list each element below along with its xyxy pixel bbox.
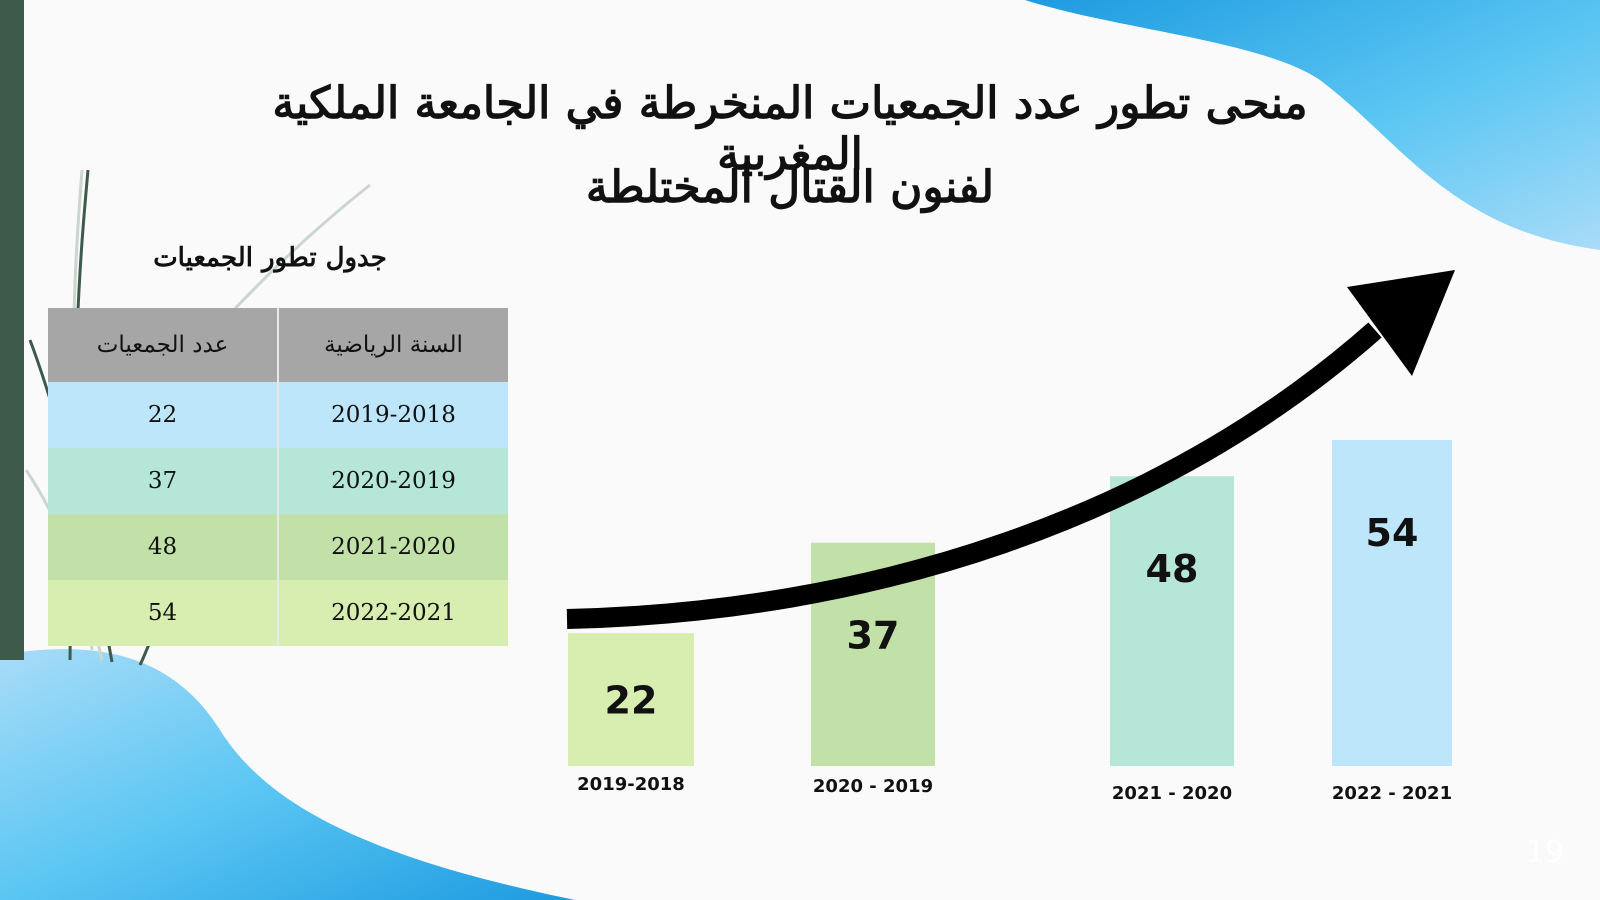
category-label: 2021 - 2020 (1112, 783, 1232, 804)
header-count: عدد الجمعيات (48, 308, 279, 382)
table-row: 2020-2019 37 (48, 448, 508, 514)
bar-value-label: 22 (605, 679, 658, 723)
bar-value-label: 48 (1146, 547, 1199, 591)
trend-arrow (566, 270, 1455, 629)
trend-arrow-head (1347, 270, 1455, 376)
cell-season: 2021-2020 (278, 514, 508, 580)
cell-season: 2019-2018 (278, 382, 508, 448)
category-label: 2019-2018 (577, 774, 685, 795)
left-accent-strip (0, 0, 24, 660)
cell-count: 54 (48, 580, 279, 646)
bar-3 (1110, 476, 1234, 766)
table-header-row: السنة الرياضية عدد الجمعيات (48, 308, 508, 382)
bar-1 (568, 633, 694, 766)
page-title-line1: منحى تطور عدد الجمعيات المنخرطة في الجام… (272, 78, 1308, 180)
category-label: 2022 - 2021 (1332, 783, 1452, 804)
header-season: السنة الرياضية (278, 308, 508, 382)
cell-count: 37 (48, 448, 279, 514)
top-right-wave (1025, 0, 1600, 250)
bar-value-label: 37 (847, 614, 900, 658)
page-number: 19 (1525, 835, 1564, 870)
table-row: 2021-2020 48 (48, 514, 508, 580)
cell-count: 48 (48, 514, 279, 580)
table-row: 2019-2018 22 (48, 382, 508, 448)
table-row: 2022-2021 54 (48, 580, 508, 646)
cell-season: 2022-2021 (278, 580, 508, 646)
associations-table: السنة الرياضية عدد الجمعيات 2019-2018 22… (48, 308, 508, 646)
cell-season: 2020-2019 (278, 448, 508, 514)
bar-4 (1332, 440, 1452, 766)
trend-arrow-shaft (566, 322, 1382, 629)
page-title-line2: لفنون القتال المختلطة (585, 162, 995, 213)
cell-count: 22 (48, 382, 279, 448)
bar-value-label: 54 (1366, 511, 1419, 555)
bottom-left-wave (0, 649, 575, 900)
table-caption: جدول تطور الجمعيات (153, 243, 387, 273)
category-label: 2020 - 2019 (813, 776, 933, 797)
